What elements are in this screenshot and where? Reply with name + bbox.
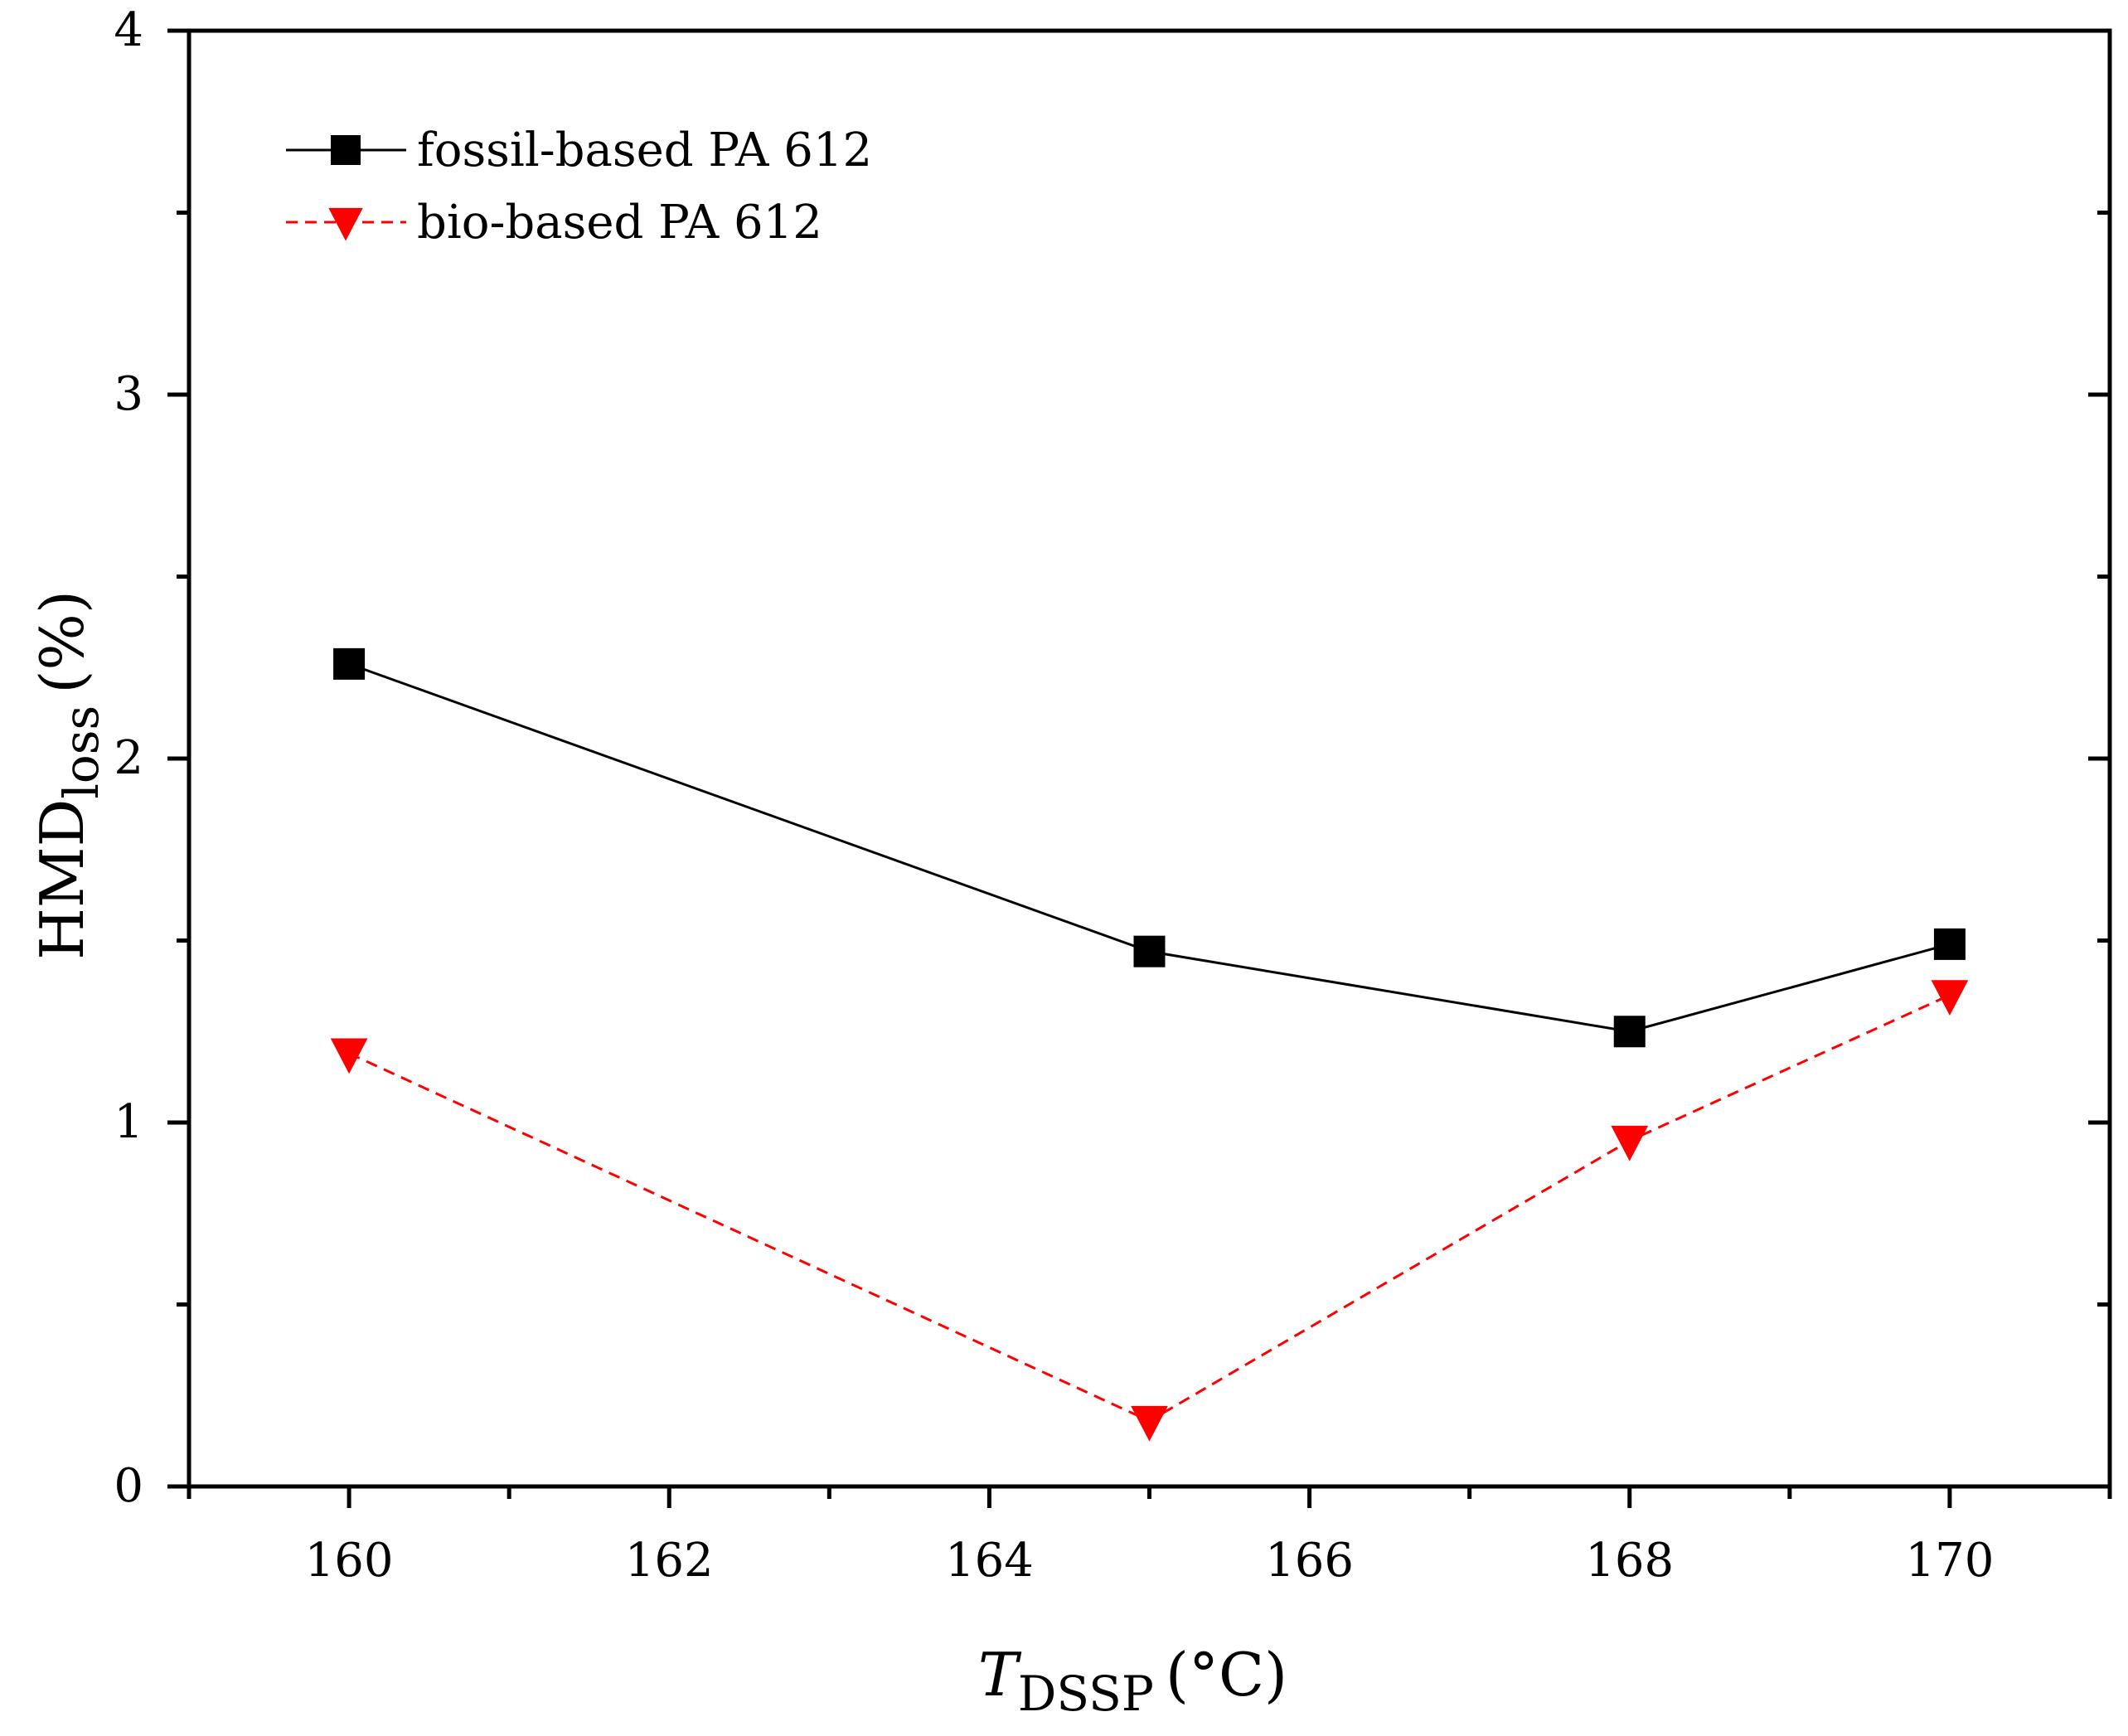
y-axis-title-main: HMD	[27, 799, 97, 960]
series-markers	[330, 647, 1969, 1442]
legend-label-fossil: fossil-based PA 612	[417, 124, 872, 177]
x-tick-label: 160	[305, 1534, 394, 1588]
x-tick-label: 166	[1265, 1534, 1354, 1588]
data-point-fossil-165	[1133, 935, 1166, 967]
x-axis-title-unit: (°C)	[1166, 1640, 1287, 1709]
y-tick-label: 4	[114, 3, 143, 57]
x-axis-title: TDSSP (°C)	[978, 1640, 1287, 1722]
legend: fossil-based PA 612 bio-based PA 612	[286, 124, 872, 250]
data-point-bio-165	[1131, 1405, 1168, 1442]
legend-label-bio: bio-based PA 612	[417, 196, 822, 250]
x-tick-label: 170	[1905, 1534, 1994, 1588]
data-point-fossil-170	[1933, 928, 1966, 960]
y-tick-label: 2	[114, 731, 143, 785]
x-axis-title-sub: DSSP	[1018, 1666, 1154, 1722]
series-line-fossil	[348, 662, 1951, 1033]
y-axis-title-unit: (%)	[27, 590, 97, 694]
y-axis-title: HMDloss (%)	[27, 590, 109, 960]
legend-item-bio: bio-based PA 612	[286, 196, 822, 250]
axis-tick-labels: 160 162 164 166 168 170 0 1 2 3 4	[114, 3, 1994, 1588]
y-tick-label: 1	[114, 1095, 143, 1149]
data-point-bio-168	[1611, 1125, 1649, 1161]
series-lines	[348, 662, 1951, 1423]
x-axis-title-main: T	[978, 1640, 1022, 1709]
x-tick-label: 164	[945, 1534, 1034, 1588]
x-tick-label: 168	[1585, 1534, 1674, 1588]
y-tick-label: 3	[114, 367, 143, 421]
data-point-bio-170	[1931, 980, 1969, 1016]
legend-marker-fossil-square-icon	[331, 135, 361, 165]
axis-ticks	[167, 28, 2112, 1508]
series-line-bio	[348, 993, 1951, 1423]
x-tick-label: 162	[625, 1534, 714, 1588]
legend-marker-bio-triangle-icon	[328, 207, 363, 241]
y-axis-title-sub: loss	[53, 706, 109, 799]
data-point-fossil-160	[333, 647, 366, 680]
data-point-fossil-168	[1613, 1016, 1646, 1048]
data-point-bio-160	[330, 1038, 368, 1074]
legend-item-fossil: fossil-based PA 612	[286, 124, 872, 177]
y-tick-label: 0	[114, 1459, 143, 1513]
